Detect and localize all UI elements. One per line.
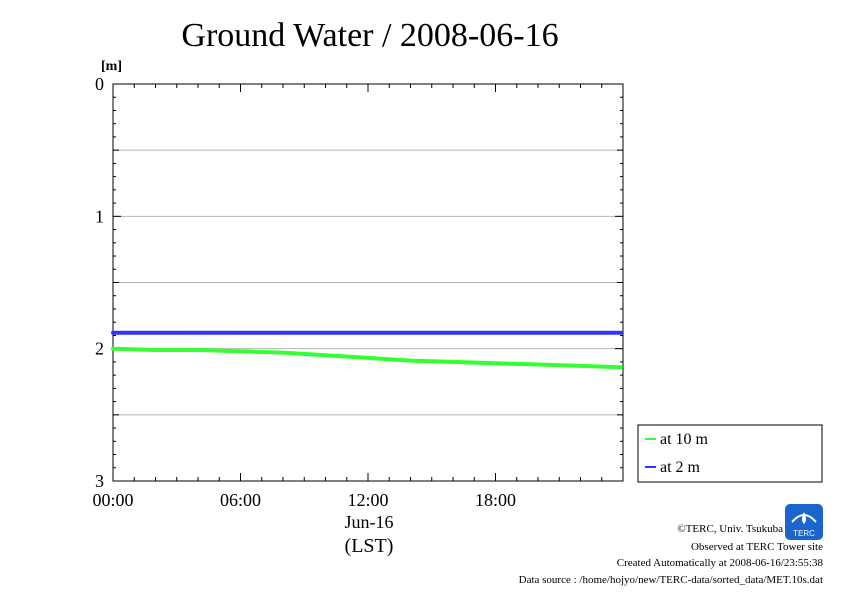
series-line-at-10-m [111,346,623,370]
y-axis-unit-label: [m] [101,59,122,74]
x-tick-label: 06:00 [220,490,261,510]
x-axis-date-label: Jun-16 [345,512,394,532]
terc-logo-text: TERC [793,529,815,538]
x-tick-label: 00:00 [92,490,133,510]
y-tick-label: 0 [95,74,104,94]
terc-logo: TERC [785,504,823,540]
chart-title: Ground Water / 2008-06-16 [181,17,558,54]
grid-lines [113,149,623,416]
footer-copyright: ©TERC, Univ. Tsukuba [677,523,783,535]
y-tick-label: 2 [95,339,104,359]
legend-box [637,424,823,483]
footer-created: Created Automatically at 2008-06-16/23:5… [617,557,824,569]
x-tick-label: 18:00 [475,490,516,510]
legend-label-at-10m: at 10 m [660,431,709,448]
terc-logo-drop [802,512,806,524]
legend: at 10 m at 2 m [637,424,823,483]
x-axis-unit-label: (LST) [345,535,394,557]
y-tick-label: 3 [95,471,104,491]
footer-source: Data source : /home/hojyo/new/TERC-data/… [519,574,823,586]
footer-observed: Observed at TERC Tower site [691,541,823,553]
series-lines [111,330,623,370]
legend-label-at-2m: at 2 m [660,459,701,476]
x-tick-label: 12:00 [347,490,388,510]
y-axis-tick-labels: 0 1 2 3 [95,74,104,491]
x-axis-tick-labels: 00:00 06:00 12:00 18:00 [92,490,516,510]
y-tick-label: 1 [95,206,104,226]
